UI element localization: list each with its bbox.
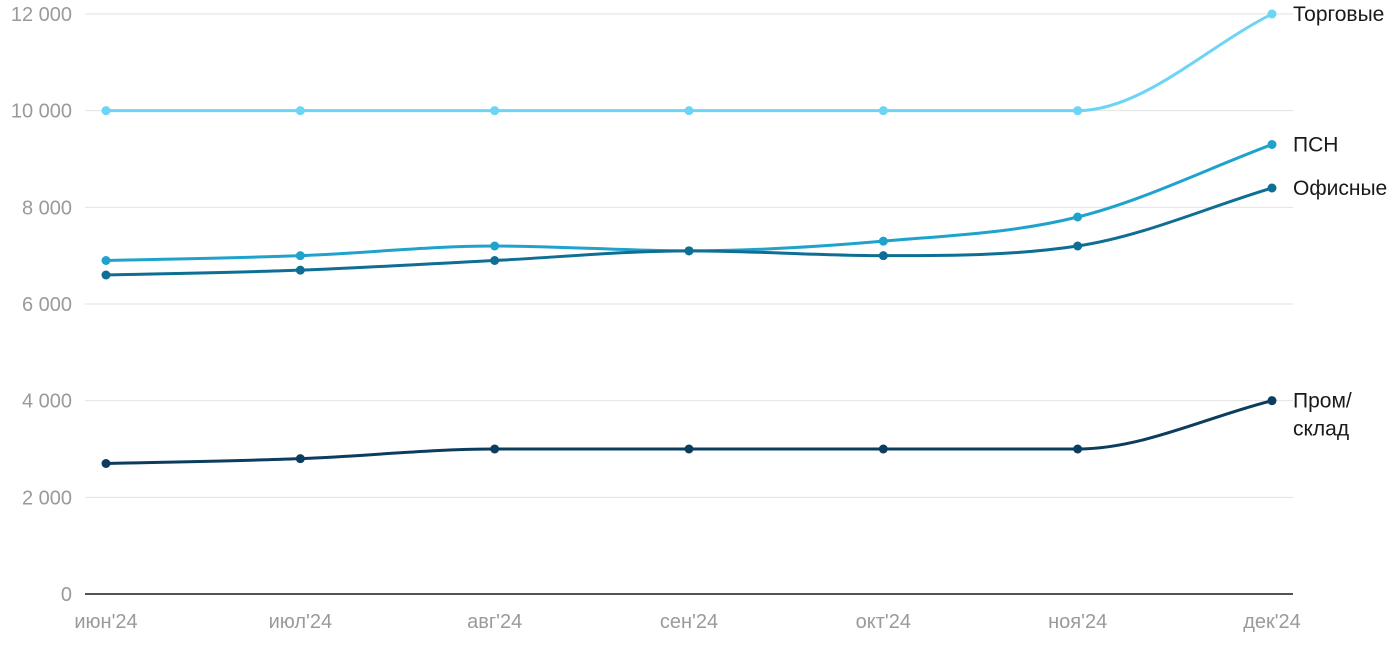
data-point [684, 106, 694, 116]
x-tick-label: дек'24 [1243, 611, 1301, 633]
series-line [104, 186, 1274, 277]
x-tick-label: ноя'24 [1048, 611, 1107, 633]
data-point [1073, 241, 1083, 251]
y-tick-label: 8 000 [22, 197, 72, 219]
data-point [1073, 212, 1083, 222]
series-label: ПСН [1293, 134, 1338, 157]
data-point [878, 236, 888, 246]
data-point [101, 256, 111, 265]
data-point [295, 106, 305, 116]
series-label: Офисные [1293, 177, 1387, 200]
series-2 [101, 183, 1277, 280]
series-labels: Торговые ПСН Офисные Пром/склад [1293, 3, 1387, 441]
series-group [101, 9, 1277, 468]
data-point [1073, 444, 1083, 454]
data-point [490, 256, 500, 265]
y-tick-label: 12 000 [11, 4, 72, 26]
series-label: Торговые [1293, 3, 1384, 26]
data-point [1267, 140, 1277, 149]
x-tick-label: июн'24 [74, 611, 137, 633]
series-line [104, 12, 1274, 113]
data-point [1073, 106, 1083, 116]
y-axis: 0 2 000 4 000 6 000 8 000 10 000 12 000 [11, 4, 72, 606]
data-point [295, 265, 305, 275]
data-point [878, 444, 888, 454]
data-point [684, 246, 694, 256]
y-tick-label: 10 000 [11, 101, 72, 123]
y-tick-label: 4 000 [22, 391, 72, 413]
y-tick-label: 6 000 [22, 294, 72, 316]
data-point [490, 106, 500, 116]
data-point [101, 106, 111, 116]
series-3 [101, 396, 1277, 468]
y-tick-label: 2 000 [22, 487, 72, 509]
series-line [104, 399, 1274, 465]
series-label: Пром/ [1293, 390, 1352, 413]
data-point [1267, 9, 1277, 19]
data-point [684, 444, 694, 454]
x-tick-label: авг'24 [467, 611, 522, 633]
data-point [295, 251, 305, 261]
data-point [1267, 183, 1277, 193]
data-point [490, 444, 500, 454]
series-0 [101, 9, 1277, 116]
series-1 [101, 140, 1277, 265]
data-point [490, 241, 500, 251]
y-tick-label: 0 [61, 584, 72, 606]
x-tick-label: сен'24 [660, 611, 718, 633]
data-point [295, 454, 305, 464]
data-point [1267, 396, 1277, 406]
x-axis: июн'24 июл'24 авг'24 сен'24 окт'24 ноя'24 дек'… [74, 593, 1301, 633]
x-tick-label: окт'24 [856, 611, 911, 633]
data-point [101, 459, 111, 468]
x-tick-label: июл'24 [269, 611, 332, 633]
series-label: склад [1293, 418, 1349, 441]
data-point [878, 106, 888, 116]
data-point [101, 270, 111, 280]
data-point [878, 251, 888, 261]
